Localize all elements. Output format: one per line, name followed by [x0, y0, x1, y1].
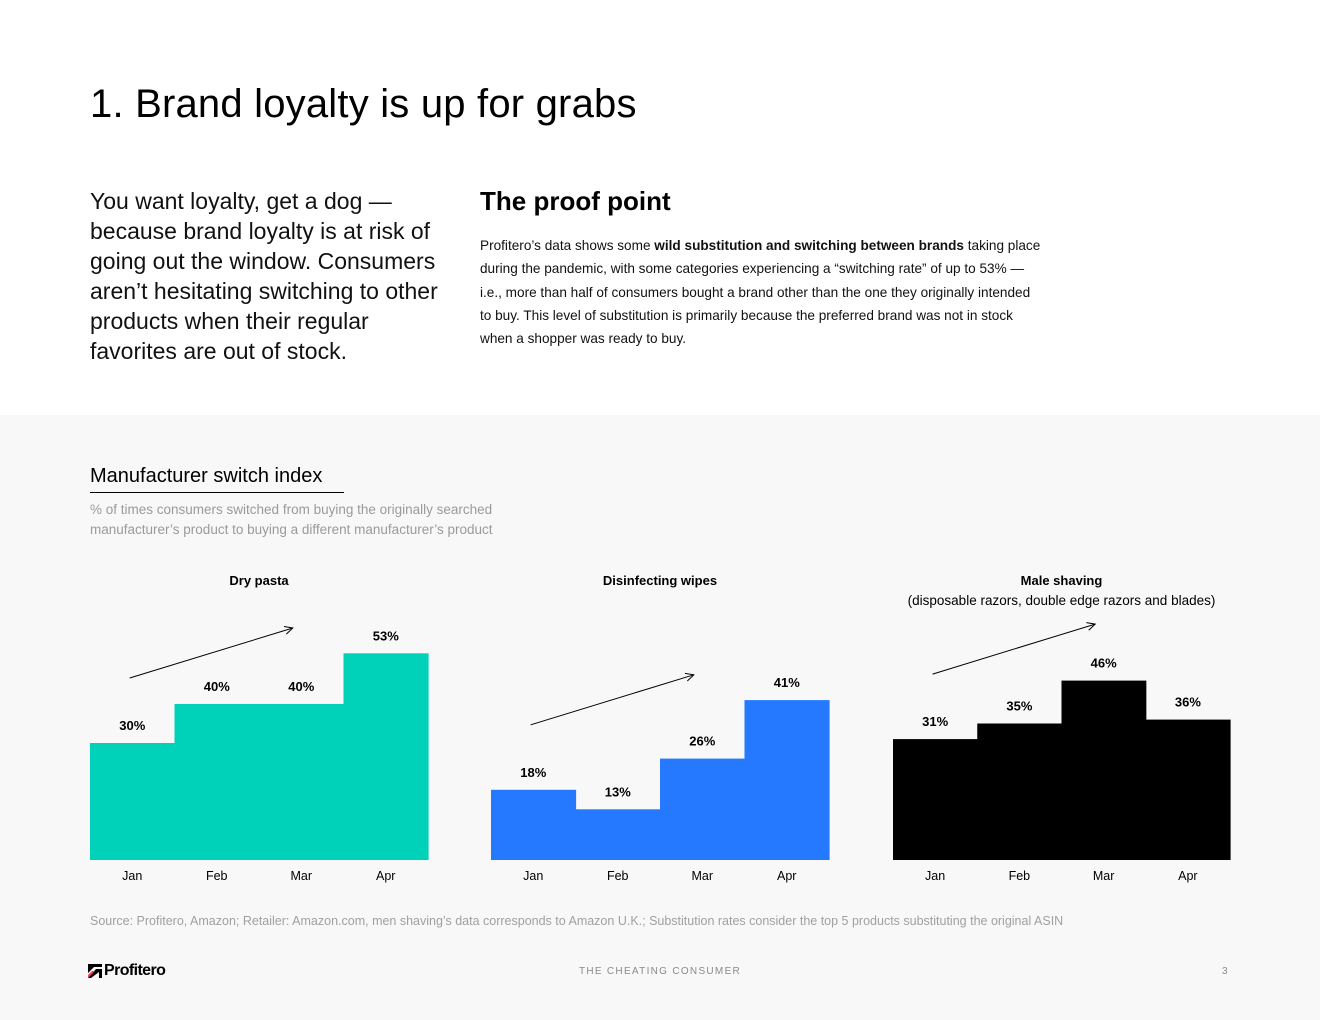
- profitero-logo: Profitero: [88, 962, 166, 980]
- proof-title: The proof point: [480, 186, 671, 216]
- index-subtitle: % of times consumers switched from buyin…: [90, 502, 493, 537]
- index-title: Manufacturer switch index: [90, 465, 344, 493]
- intro-text: You want loyalty, get a dog — because br…: [90, 188, 438, 364]
- proof-body: Profitero’s data shows some wild substit…: [480, 234, 1045, 350]
- page-title: 1. Brand loyalty is up for grabs: [90, 82, 637, 126]
- proof-bold: wild substitution and switching between …: [654, 238, 964, 253]
- page-number: 3: [1222, 966, 1228, 977]
- proof-rest: taking place during the pandemic, with s…: [480, 238, 1041, 347]
- proof-lead: Profitero’s data shows some: [480, 238, 655, 253]
- source-note: Source: Profitero, Amazon; Retailer: Ama…: [90, 914, 1064, 928]
- footer-title: THE CHEATING CONSUMER: [578, 966, 742, 977]
- logo-text: Profitero: [104, 962, 166, 979]
- profitero-logo-icon: [88, 964, 102, 978]
